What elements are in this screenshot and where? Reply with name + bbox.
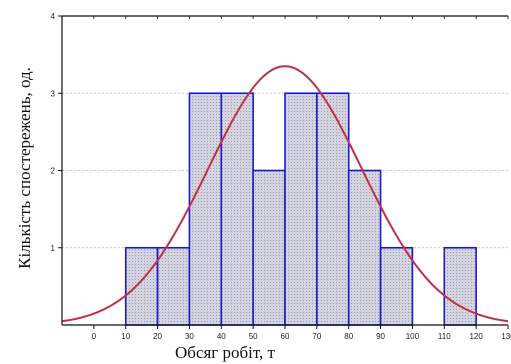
x-tick-label-110: 110: [438, 332, 451, 341]
y-tick-label-2: 2: [51, 167, 56, 176]
y-tick-label-1: 1: [51, 244, 56, 253]
histogram-bars: [124, 92, 477, 326]
x-tick-label-70: 70: [312, 332, 321, 341]
bar-70-80: [316, 92, 350, 326]
x-tick-label-80: 80: [344, 332, 353, 341]
y-tick-label-3: 3: [51, 89, 56, 98]
tick-labels: 0 10 20 30 40 50 60 70 80 90 100 110 120 130 1 2 3 4: [51, 12, 511, 341]
x-tick-label-120: 120: [469, 332, 483, 341]
x-tick-label-40: 40: [217, 332, 226, 341]
x-tick-label-130: 130: [501, 332, 511, 341]
bar-50-60: [252, 169, 286, 326]
y-tick-label-4: 4: [51, 12, 56, 21]
x-tick-label-30: 30: [185, 332, 194, 341]
x-tick-label-60: 60: [281, 332, 290, 341]
bar-80-90: [347, 169, 382, 326]
x-tick-label-50: 50: [249, 332, 258, 341]
bar-20-30: [156, 246, 191, 326]
bar-10-20: [124, 246, 159, 326]
normal-curve: [61, 65, 509, 323]
bar-30-40: [188, 92, 223, 326]
x-tick-label-10: 10: [121, 332, 130, 341]
bar-90-100: [379, 246, 414, 326]
bar-60-70: [284, 92, 318, 326]
x-tick-label-100: 100: [406, 332, 420, 341]
x-tick-label-90: 90: [376, 332, 385, 341]
x-axis-title: Обсяг робіт, т: [175, 343, 276, 362]
x-tick-label-20: 20: [153, 332, 162, 341]
bar-40-50: [220, 92, 254, 326]
bar-110-120: [443, 246, 477, 326]
axes: [58, 15, 509, 329]
y-axis-title: Кількість спостережень, од.: [15, 67, 34, 269]
x-tick-label-0: 0: [92, 332, 97, 341]
